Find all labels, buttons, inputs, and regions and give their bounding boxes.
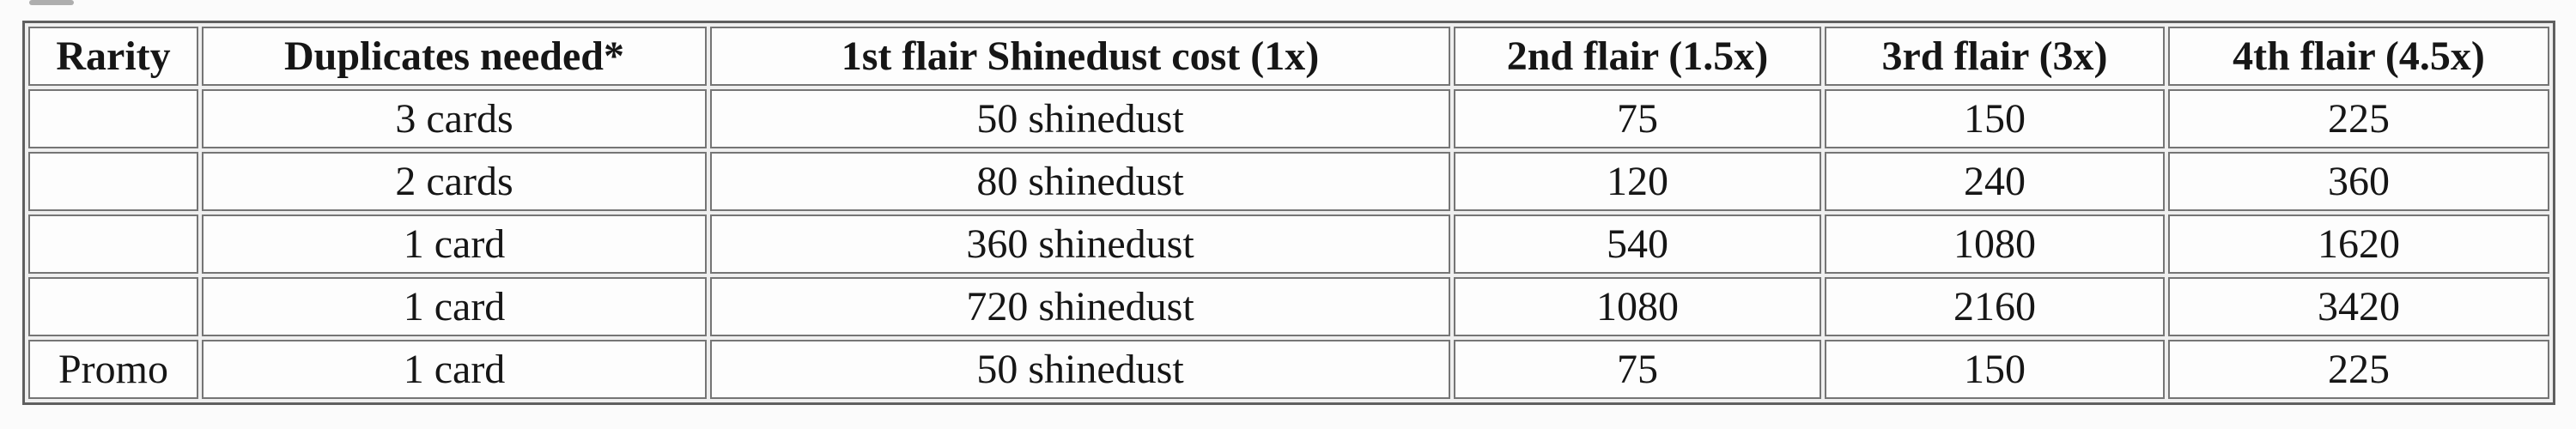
column-header-2nd-flair: 2nd flair (1.5x): [1454, 27, 1821, 86]
column-header-rarity: Rarity: [28, 27, 198, 86]
cell-rarity: Promo: [28, 340, 198, 399]
cell-2nd-flair: 75: [1454, 340, 1821, 399]
cell-4th-flair: 225: [2168, 340, 2549, 399]
table-row: 3 cards 50 shinedust 75 150 225: [28, 89, 2549, 148]
cell-1st-flair-cost: 50 shinedust: [710, 89, 1450, 148]
flair-cost-table: Rarity Duplicates needed* 1st flair Shin…: [22, 21, 2555, 405]
cell-3rd-flair: 240: [1825, 152, 2165, 211]
column-header-1st-flair-cost: 1st flair Shinedust cost (1x): [710, 27, 1450, 86]
cell-rarity: [28, 89, 198, 148]
cell-4th-flair: 225: [2168, 89, 2549, 148]
table-row: Promo 1 card 50 shinedust 75 150 225: [28, 340, 2549, 399]
cell-duplicates: 1 card: [202, 214, 707, 274]
table-row: 1 card 720 shinedust 1080 2160 3420: [28, 277, 2549, 336]
cell-4th-flair: 360: [2168, 152, 2549, 211]
table-row: 2 cards 80 shinedust 120 240 360: [28, 152, 2549, 211]
cell-2nd-flair: 540: [1454, 214, 1821, 274]
cell-2nd-flair: 120: [1454, 152, 1821, 211]
cell-duplicates: 1 card: [202, 340, 707, 399]
cell-3rd-flair: 150: [1825, 340, 2165, 399]
cell-duplicates: 3 cards: [202, 89, 707, 148]
cell-1st-flair-cost: 720 shinedust: [710, 277, 1450, 336]
cell-4th-flair: 3420: [2168, 277, 2549, 336]
cell-3rd-flair: 150: [1825, 89, 2165, 148]
header-row: Rarity Duplicates needed* 1st flair Shin…: [28, 27, 2549, 86]
cell-1st-flair-cost: 50 shinedust: [710, 340, 1450, 399]
cell-3rd-flair: 2160: [1825, 277, 2165, 336]
column-header-4th-flair: 4th flair (4.5x): [2168, 27, 2549, 86]
cell-1st-flair-cost: 360 shinedust: [710, 214, 1450, 274]
cell-duplicates: 1 card: [202, 277, 707, 336]
column-header-duplicates: Duplicates needed*: [202, 27, 707, 86]
table-row: 1 card 360 shinedust 540 1080 1620: [28, 214, 2549, 274]
column-header-3rd-flair: 3rd flair (3x): [1825, 27, 2165, 86]
cell-1st-flair-cost: 80 shinedust: [710, 152, 1450, 211]
cell-2nd-flair: 75: [1454, 89, 1821, 148]
cell-rarity: [28, 214, 198, 274]
cell-3rd-flair: 1080: [1825, 214, 2165, 274]
cell-rarity: [28, 277, 198, 336]
cropped-text-fragment: [29, 0, 74, 5]
cell-rarity: [28, 152, 198, 211]
cell-2nd-flair: 1080: [1454, 277, 1821, 336]
cell-4th-flair: 1620: [2168, 214, 2549, 274]
cell-duplicates: 2 cards: [202, 152, 707, 211]
